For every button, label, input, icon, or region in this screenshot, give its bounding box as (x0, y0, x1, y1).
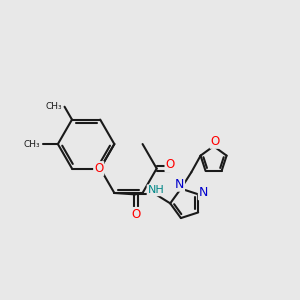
Text: NH: NH (148, 185, 164, 195)
Text: O: O (131, 208, 140, 221)
Text: CH₃: CH₃ (46, 102, 62, 111)
Text: N: N (175, 178, 184, 191)
Text: N: N (199, 186, 208, 199)
Text: O: O (210, 135, 220, 148)
Text: O: O (165, 158, 175, 171)
Text: CH₃: CH₃ (24, 140, 40, 148)
Text: O: O (94, 162, 104, 175)
